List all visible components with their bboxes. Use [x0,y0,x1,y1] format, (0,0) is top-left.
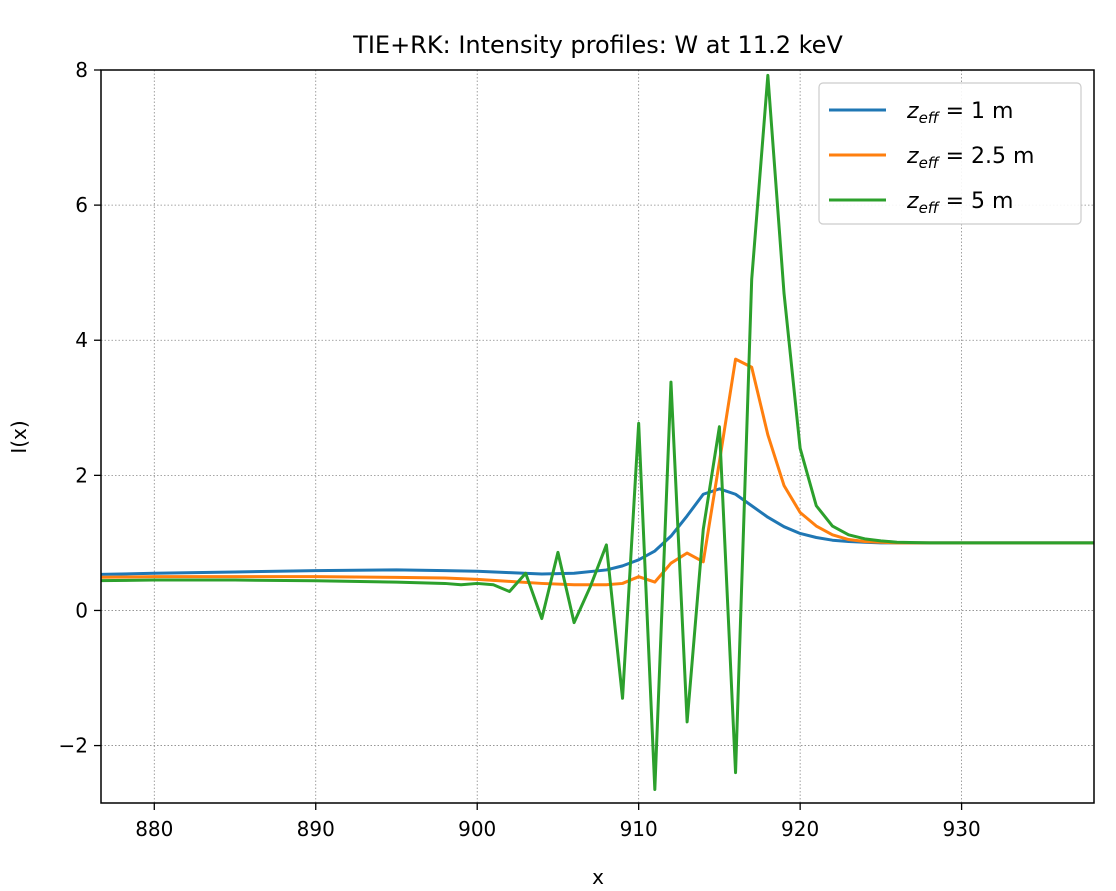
legend-entry: zeff = 5 m [906,189,1013,217]
legend-sub: eff [919,199,941,217]
x-tick-label: 900 [458,817,496,841]
series-layer [101,73,1094,791]
legend-sub: eff [919,154,941,172]
plot-frame [100,69,1095,804]
y-tick-label: 0 [75,598,88,622]
x-tick-label: 930 [943,817,981,841]
x-tick-label: 910 [620,817,658,841]
series-line-2 [101,357,1094,587]
legend-entry: zeff = 2.5 m [906,144,1034,172]
y-tick-label: 6 [75,193,88,217]
legend-box [818,82,1082,225]
legend-main: z [906,99,919,124]
y-axis-label: I(x) [7,420,31,453]
y-tick-label: 8 [75,58,88,82]
legend-entry: zeff = 1 m [906,99,1013,127]
x-axis-label: x [592,865,604,889]
x-tick-label: 880 [135,817,173,841]
legend-rest: = 1 m [939,99,1014,124]
series-line-3 [101,73,1094,791]
x-tick-label: 890 [297,817,335,841]
chart-title: TIE+RK: Intensity profiles: W at 11.2 ke… [352,31,843,59]
x-tick-label: 920 [781,817,819,841]
y-tick-label: 4 [75,328,88,352]
legend-main: z [906,144,919,169]
legend-rest: = 2.5 m [939,144,1035,169]
axis-ticks: 880 890 900 910 920 930 −2 0 2 4 6 8 [59,58,981,841]
legend-main: z [906,189,919,214]
legend-rest: = 5 m [939,189,1014,214]
y-tick-label: 2 [75,463,88,487]
y-tick-label: −2 [59,734,88,758]
legend-sub: eff [919,109,941,127]
